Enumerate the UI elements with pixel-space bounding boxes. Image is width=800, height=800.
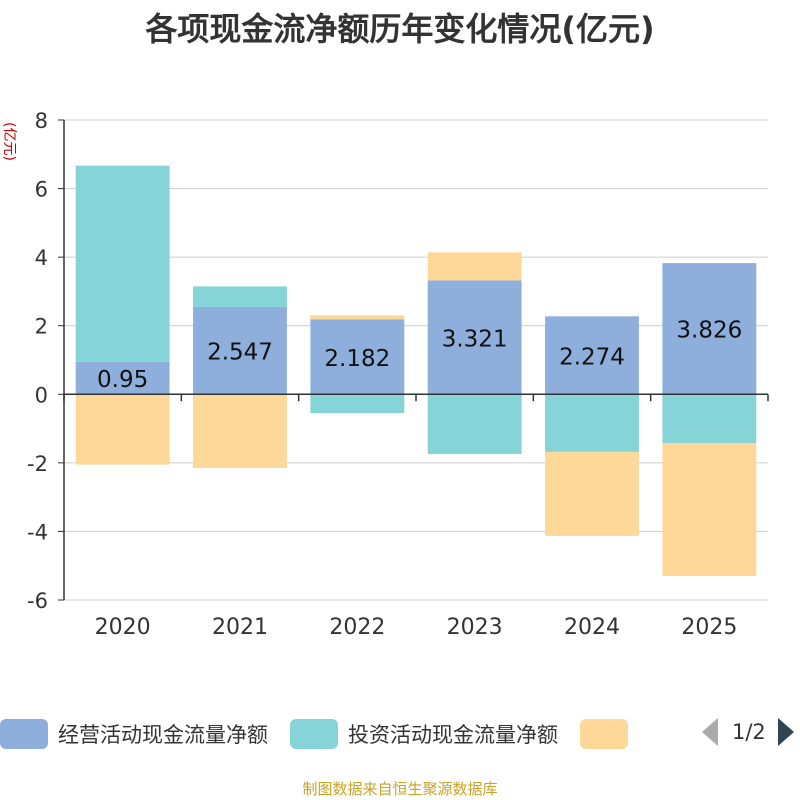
legend-label-investing: 投资活动现金流量净额 [348,723,558,747]
bar-series0-2021 [193,306,287,395]
legend-next-icon[interactable] [777,718,794,746]
y-tick-label: 4 [35,246,48,270]
legend-page-indicator: 1/2 [732,720,766,744]
bar-series2-2024 [545,451,639,536]
bar-series2-2023 [427,252,522,281]
legend-item-investing[interactable]: 投资活动现金流量净额 [290,719,558,749]
y-tick-label: 8 [35,109,48,133]
legend: 经营活动现金流量净额 投资活动现金流量净额 1/2 [0,714,800,754]
y-tick-label: -2 [27,452,48,476]
legend-swatch-financing [580,719,628,749]
x-tick-label: 2024 [564,615,620,640]
bar-series1-2023 [427,394,522,454]
legend-prev-icon[interactable] [702,718,718,746]
data-label: 0.95 [97,367,148,393]
bar-series1-2021 [193,286,287,307]
bar-series0-2020 [75,361,170,395]
x-tick-label: 2023 [447,615,503,640]
bar-series2-2022 [310,315,405,320]
data-source-note: 制图数据来自恒生聚源数据库 [302,780,498,798]
bar-series0-2024 [545,316,639,395]
x-tick-label: 2020 [95,615,151,640]
x-tick-label: 2021 [212,615,268,640]
legend-label-operating: 经营活动现金流量净额 [58,723,268,747]
y-tick-label: 0 [35,383,48,407]
x-tick-label: 2022 [329,615,385,640]
legend-item-operating[interactable]: 经营活动现金流量净额 [0,719,268,749]
data-label: 2.547 [207,340,273,366]
legend-swatch-operating [0,719,48,749]
y-tick-label: -6 [27,589,48,613]
bar-series0-2022 [310,319,405,395]
y-tick-label: 2 [35,315,48,339]
legend-swatch-investing [290,719,338,749]
chart-title: 各项现金流净额历年变化情况(亿元) [145,10,655,48]
bar-series1-2020 [75,165,170,362]
legend-item-financing[interactable] [580,719,638,749]
bar-series0-2025 [662,263,757,395]
bar-series2-2021 [193,394,287,468]
bar-series1-2022 [310,394,405,414]
legend-pager: 1/2 [702,718,794,746]
bar-series2-2020 [75,394,170,465]
bar-series2-2025 [662,442,757,576]
data-label: 2.182 [324,346,390,372]
data-label: 3.321 [442,326,508,352]
y-tick-label: 6 [35,178,48,202]
data-label: 3.826 [676,318,742,344]
bar-series0-2023 [427,280,522,395]
data-label: 2.274 [559,344,625,370]
bar-series1-2024 [545,394,639,452]
bar-series1-2025 [662,394,757,443]
x-tick-label: 2025 [681,615,737,640]
y-tick-label: -4 [27,520,48,544]
